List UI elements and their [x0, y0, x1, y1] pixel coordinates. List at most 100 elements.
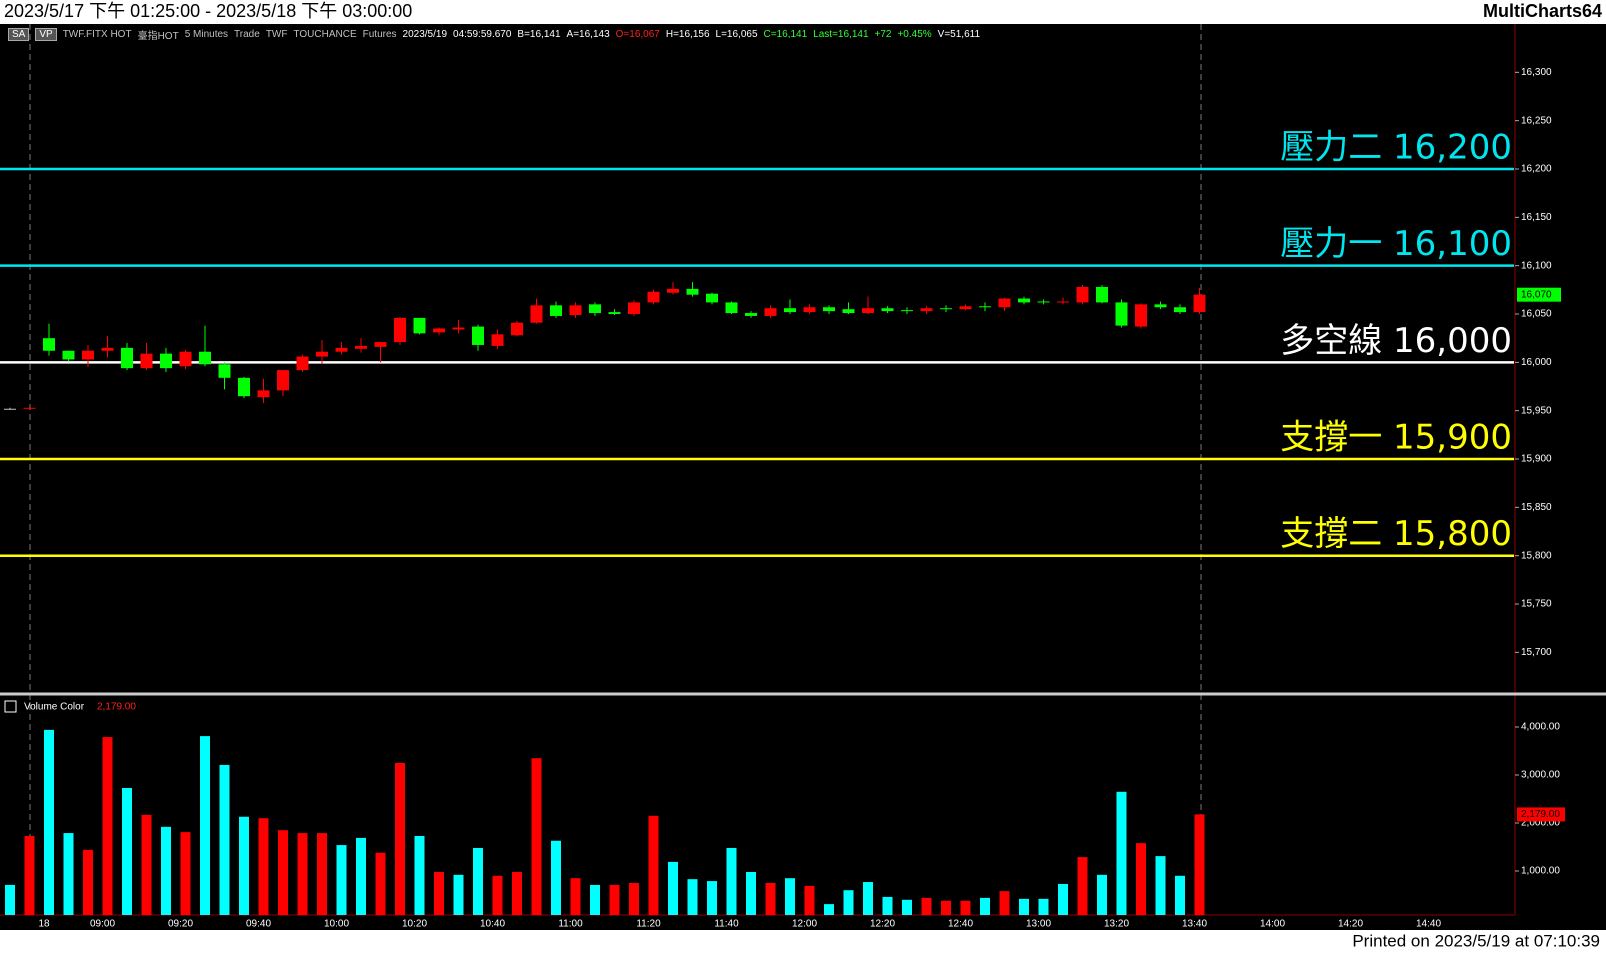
candle-body [1076, 286, 1089, 303]
info-item: TOUCHANCE [293, 28, 357, 40]
y-tick-label: 15,800 [1521, 550, 1552, 561]
candle-body [842, 309, 855, 314]
y-tick-label: 16,200 [1521, 164, 1552, 175]
y-tick-label: 16,250 [1521, 115, 1552, 126]
candle-body [628, 302, 640, 315]
info-item: +72 [874, 28, 892, 40]
x-tick-label: 10:00 [324, 919, 349, 930]
x-tick-label: 10:40 [480, 919, 505, 930]
info-item: Last=16,141 [813, 28, 869, 40]
y-tick-label: 16,300 [1521, 67, 1552, 78]
app-name: MultiCharts64 [1483, 1, 1602, 21]
candle-body [920, 308, 933, 312]
y-tick-label: 15,850 [1521, 502, 1552, 513]
volume-bar [317, 833, 327, 915]
y-tick-label: 2,000.00 [1521, 818, 1560, 829]
volume-bar [356, 837, 366, 915]
info-item: 臺指HOT [137, 30, 179, 42]
date-range: 2023/5/17 下午 01:25:00 - 2023/5/18 下午 03:… [4, 1, 412, 21]
level-label: 支撐二 15,800 [1280, 514, 1512, 554]
y-tick-label: 15,900 [1521, 454, 1552, 465]
x-tick-label: 09:00 [90, 919, 115, 930]
candle-body [277, 370, 289, 391]
candle-body [589, 304, 601, 314]
candle-body [530, 305, 543, 323]
print-info: Printed on 2023/5/19 at 07:10:39 [1352, 931, 1600, 950]
candle-body [374, 342, 387, 347]
y-tick-label: 1,000.00 [1521, 866, 1560, 877]
volume-bar [902, 899, 912, 915]
candle-body [1193, 294, 1206, 313]
y-tick-label: 15,700 [1521, 647, 1552, 658]
candle-body [686, 288, 699, 295]
plot: 15,700 15,750 15,800 15,850 15,900 15,950 16,0… [0, 67, 1565, 930]
volume-bar [980, 897, 990, 915]
info-item[interactable]: VP [35, 27, 57, 41]
x-tick-label: 09:40 [246, 919, 271, 930]
volume-bar [941, 900, 951, 915]
candle-body [511, 322, 523, 336]
candle-body [940, 308, 952, 310]
candle-body [959, 306, 972, 310]
volume-bar [102, 737, 113, 915]
info-item: Trade [234, 28, 260, 40]
candle-body [433, 328, 445, 333]
volume-bar [843, 890, 854, 915]
y-tick-label: 16,050 [1521, 309, 1552, 320]
volume-bar [648, 815, 659, 915]
volume-title: Volume Color [24, 702, 85, 713]
volume-bar [765, 883, 776, 915]
candle-body [199, 351, 211, 365]
volume-bar [297, 833, 308, 915]
last-volume-label: 2,179.00 [1521, 809, 1560, 820]
candle-body [335, 347, 348, 352]
volume-bar [180, 832, 191, 915]
volume-bar [63, 833, 74, 915]
level-label: 多空線 16,000 [1280, 321, 1512, 361]
x-tick-label: 13:40 [1182, 919, 1207, 930]
info-item: 04:59:59.670 [453, 28, 512, 40]
volume-bar [609, 884, 620, 915]
volume-bar [83, 849, 93, 915]
x-tick-label: 14:20 [1338, 919, 1363, 930]
volume-bar [161, 826, 171, 915]
candle-body [745, 313, 757, 316]
volume-bar [395, 763, 405, 915]
volume-bar [239, 816, 249, 915]
candle-body [1174, 307, 1186, 313]
volume-bar [492, 875, 503, 915]
candle-body [472, 326, 484, 345]
candle-body [784, 308, 796, 313]
level-label: 壓力一 16,100 [1280, 224, 1512, 264]
candle-body [43, 338, 55, 351]
candle-body [394, 317, 406, 343]
candle-body [647, 291, 660, 303]
info-bar: SA VP TWF.FITX HOT 臺指HOT 5 Minutes Trade TWF TO… [8, 27, 981, 42]
candle-body [160, 353, 172, 369]
candle-body [218, 364, 231, 378]
candle-body [881, 308, 894, 312]
volume-bar [5, 884, 15, 915]
y-tick-label: 3,000.00 [1521, 770, 1560, 781]
volume-bar [1019, 898, 1029, 915]
info-item: V=51,611 [937, 28, 981, 40]
volume-bar [551, 840, 561, 915]
candle-body [979, 306, 991, 308]
volume-bar [570, 878, 581, 915]
info-item: 5 Minutes [184, 28, 229, 40]
volume-bar [141, 814, 152, 915]
close-icon[interactable] [4, 700, 17, 713]
volume-bar [1038, 898, 1049, 915]
volume-bar [746, 871, 756, 915]
x-tick-label: 11:00 [558, 919, 583, 930]
volume-bar [200, 736, 210, 915]
volume-bar [473, 847, 483, 915]
info-item[interactable]: SA [8, 27, 30, 41]
candle-body [101, 347, 114, 351]
x-tick-label: 12:00 [792, 919, 817, 930]
volume-bar [804, 885, 815, 915]
x-tick-label: 10:20 [402, 919, 427, 930]
candle-body [4, 408, 16, 410]
